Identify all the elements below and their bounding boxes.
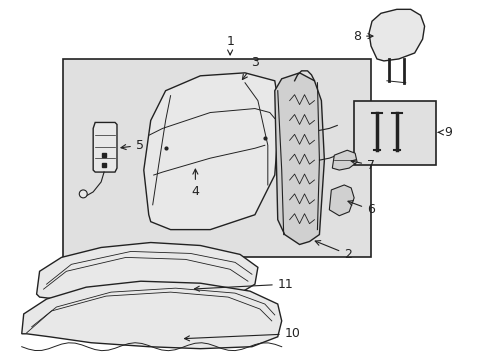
Polygon shape — [21, 281, 281, 349]
Polygon shape — [37, 243, 257, 307]
Text: 2: 2 — [315, 240, 351, 261]
Bar — [353, 100, 435, 165]
Text: 4: 4 — [191, 169, 199, 198]
Bar — [63, 59, 370, 257]
Text: 9: 9 — [437, 126, 451, 139]
Text: 8: 8 — [352, 30, 372, 42]
Polygon shape — [332, 150, 356, 170]
Circle shape — [79, 190, 87, 198]
Polygon shape — [328, 185, 353, 216]
Polygon shape — [143, 73, 279, 230]
Text: 5: 5 — [121, 139, 143, 152]
Text: 7: 7 — [350, 159, 374, 172]
Text: 10: 10 — [184, 327, 300, 341]
Polygon shape — [368, 9, 424, 61]
Polygon shape — [93, 122, 117, 172]
Text: 3: 3 — [242, 56, 258, 80]
Text: 6: 6 — [347, 201, 374, 216]
Polygon shape — [274, 73, 324, 244]
Text: 1: 1 — [226, 35, 234, 55]
Text: 11: 11 — [194, 278, 293, 291]
